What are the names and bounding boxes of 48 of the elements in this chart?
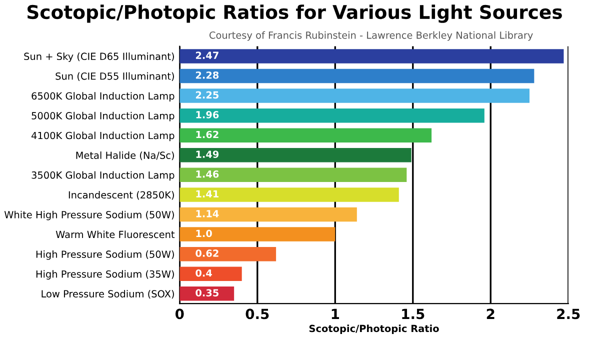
chart-title: Scotopic/Photopic Ratios for Various Light Sources (28, 4, 562, 23)
data-label: 1.41 (196, 190, 219, 198)
data-label: 1.0 (196, 230, 212, 238)
bar (180, 108, 484, 123)
data-label: 2.28 (196, 71, 219, 79)
data-label: 1.46 (196, 170, 219, 178)
y-tick-label: White High Pressure Sodium (50W) (4, 210, 174, 220)
y-tick-label: Warm White Fluorescent (56, 230, 175, 238)
y-tick-label: 6500K Global Induction Lamp (32, 92, 174, 102)
y-tick-label: Low Pressure Sodium (SOX) (42, 290, 174, 299)
x-tick-label: 1 (332, 308, 340, 319)
data-label: 0.4 (196, 269, 212, 277)
bar (180, 266, 242, 281)
bar (180, 188, 399, 202)
bar (180, 88, 530, 103)
data-label: 2.47 (196, 52, 218, 59)
x-tick-label: 0 (175, 308, 184, 320)
data-label: 1.62 (196, 130, 218, 138)
y-tick-label: Incandescent (2850K) (68, 191, 174, 200)
bar (180, 227, 336, 242)
bar (180, 148, 412, 162)
bar (180, 168, 407, 182)
y-tick-label: High Pressure Sodium (50W) (36, 250, 174, 260)
x-tick-label: 0.5 (246, 308, 269, 320)
bar (180, 68, 534, 84)
x-tick-label: 2 (486, 308, 494, 319)
x-tick-label: 2.5 (557, 308, 580, 320)
data-label: 2.25 (196, 91, 219, 99)
y-tick-label: Sun + Sky (CIE D65 Illuminant) (24, 52, 174, 62)
data-label: 1.49 (196, 150, 219, 158)
bar (180, 286, 234, 301)
y-tick-label: 5000K Global Induction Lamp (32, 112, 174, 122)
y-tick-label: 3500K Global Induction Lamp (32, 171, 174, 181)
y-tick-label: Metal Halide (Na/Sc) (76, 151, 174, 160)
data-label: 0.62 (196, 250, 218, 257)
bar (180, 207, 357, 222)
bar (180, 49, 564, 64)
data-label: 1.96 (196, 111, 219, 118)
y-tick-label: 4100K Global Induction Lamp (32, 132, 174, 142)
x-axis-title: Scotopic/Photopic Ratio (309, 324, 439, 334)
data-label: 0.35 (196, 289, 219, 296)
x-tick-label: 1.5 (402, 308, 424, 320)
text: Courtesy of Francis Rubinstein - Lawrence Berkley National Library (209, 31, 533, 41)
data-label: 1.14 (196, 210, 219, 218)
bar (180, 128, 432, 142)
bar (180, 246, 276, 262)
y-tick-label: High Pressure Sodium (35W) (36, 270, 174, 280)
y-tick-label: Sun (CIE D55 Illuminant) (56, 72, 174, 81)
